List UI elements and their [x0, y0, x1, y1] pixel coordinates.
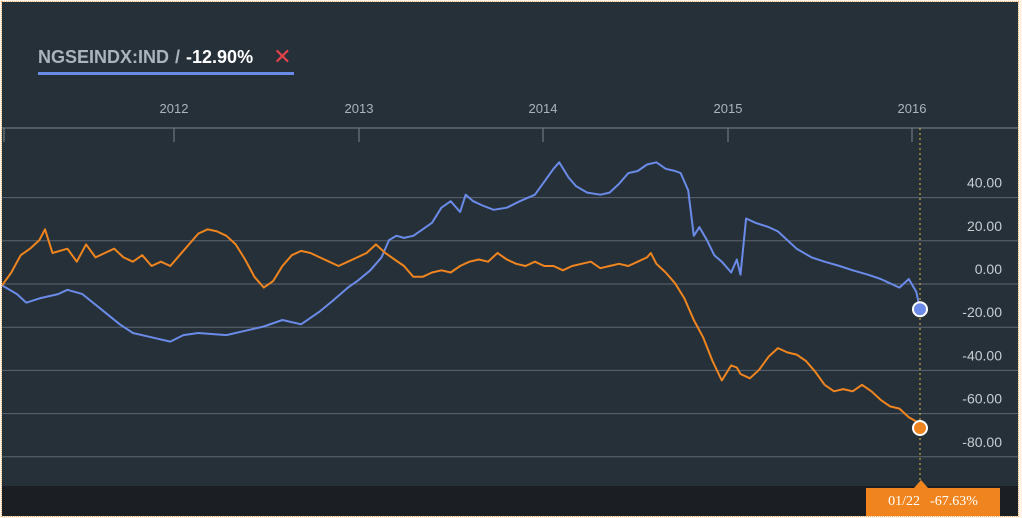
- legend-symbol: NGSEINDX:IND: [38, 46, 170, 67]
- y-tick-label: -40.00: [962, 347, 1002, 363]
- x-tick-label: 2014: [529, 101, 558, 116]
- readout-date: 01/22: [888, 494, 921, 509]
- y-tick-label: 0.00: [975, 261, 1002, 277]
- x-tick-label: 2012: [160, 101, 189, 116]
- close-icon[interactable]: ✕: [273, 44, 292, 69]
- bottom-bar: [2, 486, 1018, 516]
- x-tick-label: 2016: [898, 101, 927, 116]
- series-line-1: [2, 161, 921, 343]
- y-tick-label: -80.00: [962, 434, 1002, 450]
- legend-separator: /: [175, 46, 181, 67]
- x-tick-label: 2013: [345, 101, 374, 116]
- y-tick-label: 40.00: [967, 175, 1002, 191]
- y-tick-label: -60.00: [962, 391, 1002, 407]
- series-end-marker-2: [912, 420, 928, 436]
- readout-value: -67.63%: [930, 494, 978, 509]
- readout-arrow: [914, 480, 928, 488]
- legend-change: -12.90%: [186, 46, 254, 67]
- crosshair-readout: 01/22 -67.63%: [866, 488, 1000, 516]
- series-end-marker-1: [912, 301, 928, 318]
- x-tick-label: 2015: [714, 101, 743, 116]
- series-legend-tab[interactable]: NGSEINDX:IND / -12.90% ✕: [38, 42, 294, 75]
- series-line-2: [2, 228, 921, 429]
- y-tick-label: -20.00: [962, 304, 1002, 320]
- y-tick-label: 20.00: [967, 218, 1002, 234]
